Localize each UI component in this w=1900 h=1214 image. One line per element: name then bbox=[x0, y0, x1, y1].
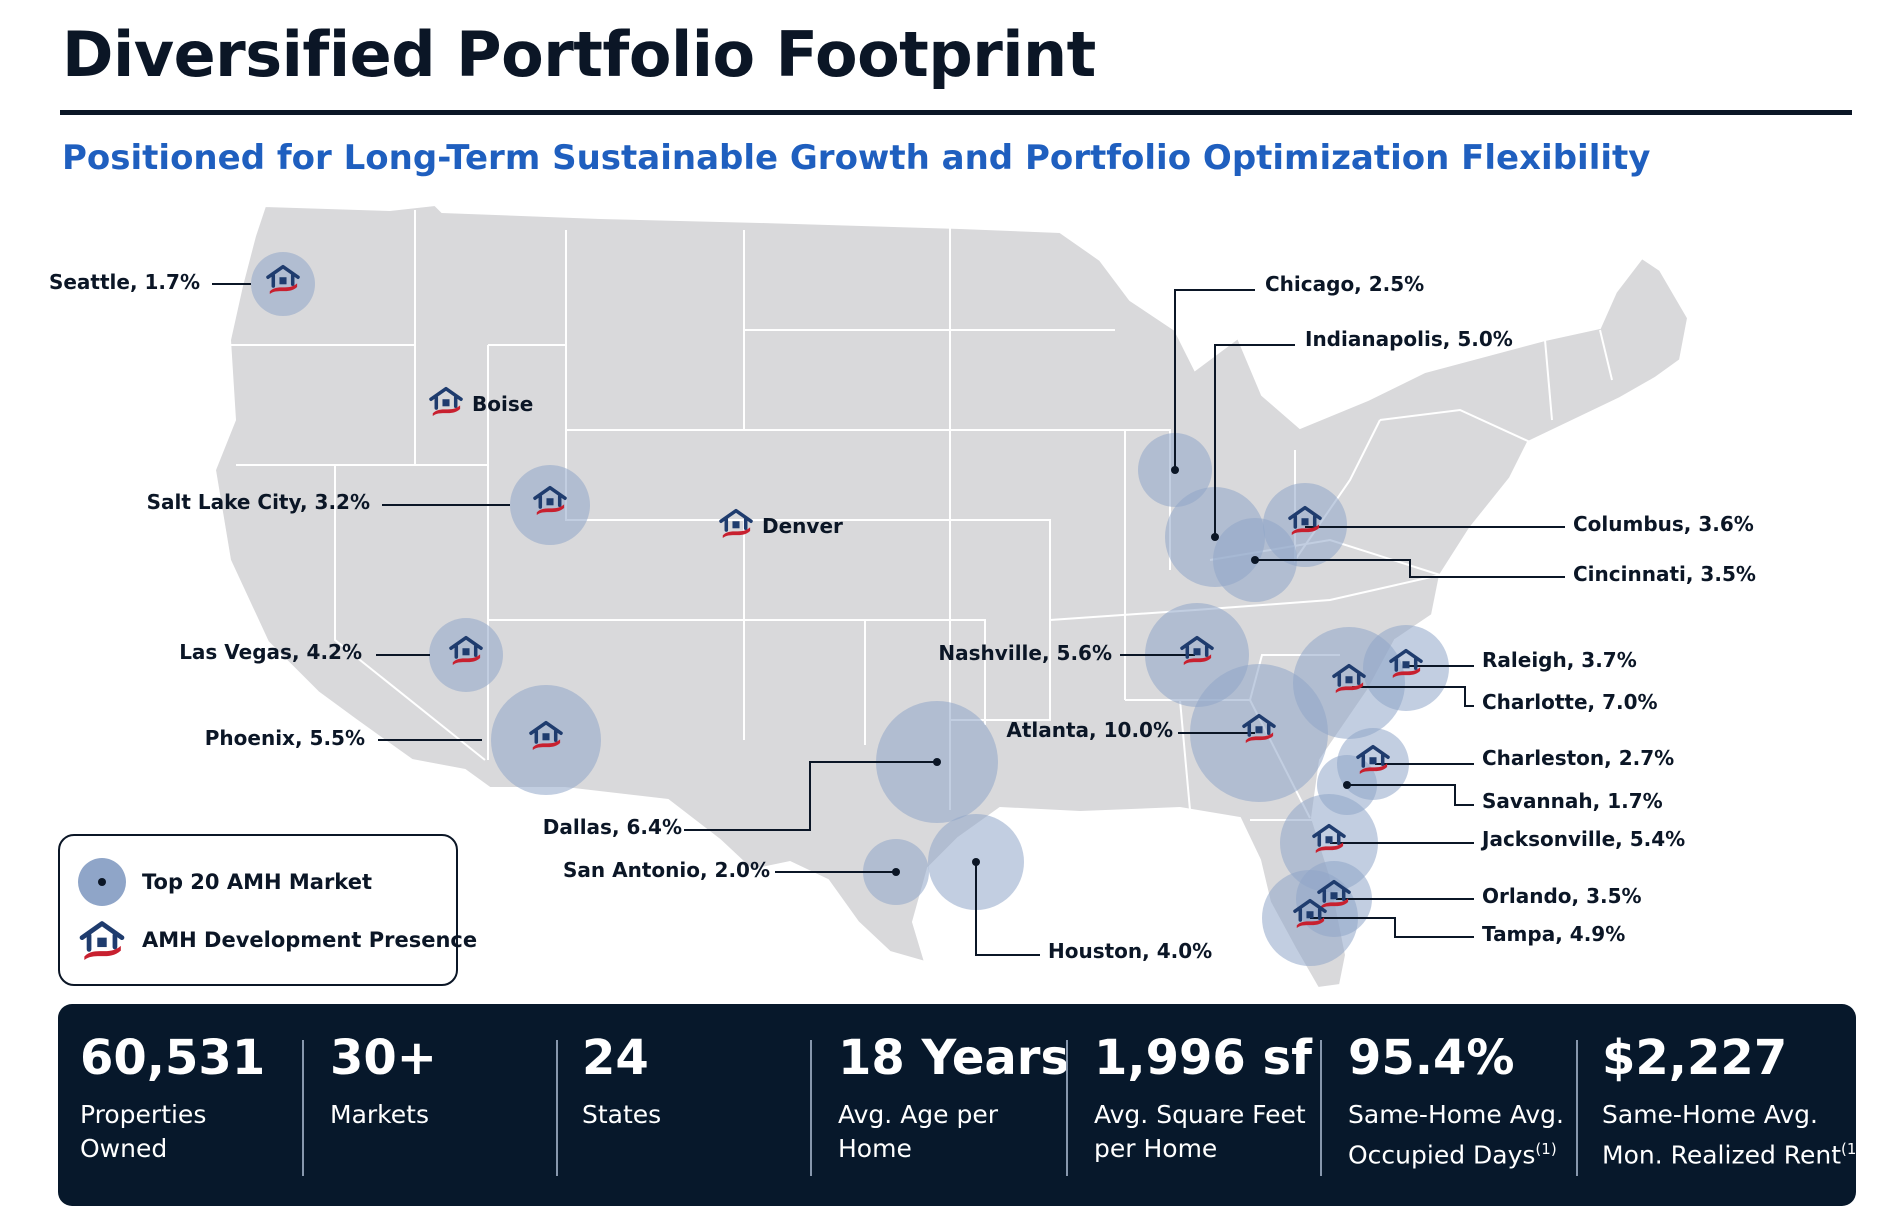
stat-label: Occupied Days bbox=[1348, 1140, 1536, 1170]
stat-square-feet: 1,996 sf Avg. Square Feet per Home bbox=[1094, 1030, 1312, 1166]
house-icon bbox=[78, 920, 126, 960]
market-dot-savannah bbox=[1343, 781, 1351, 789]
stat-value: $2,227 bbox=[1602, 1030, 1788, 1086]
stat-divider bbox=[1576, 1040, 1578, 1176]
legend-development: AMH Development Presence bbox=[78, 920, 477, 960]
market-label-jacksonville: Jacksonville, 5.4% bbox=[1480, 827, 1685, 851]
stat-divider bbox=[1066, 1040, 1068, 1176]
leader-line-cincinnati bbox=[1255, 559, 1565, 578]
market-label-phoenix: Phoenix, 5.5% bbox=[205, 726, 365, 750]
stat-avg-age: 18 Years Avg. Age per Home bbox=[838, 1030, 1069, 1166]
market-label-charlotte: Charlotte, 7.0% bbox=[1482, 690, 1658, 714]
market-label-dallas: Dallas, 6.4% bbox=[543, 815, 682, 839]
market-label-san-antonio: San Antonio, 2.0% bbox=[563, 858, 770, 882]
market-label-orlando: Orlando, 3.5% bbox=[1482, 884, 1642, 908]
legend-market: Top 20 AMH Market bbox=[78, 858, 372, 906]
footnote-marker: (1) bbox=[1841, 1140, 1863, 1158]
market-label-houston: Houston, 4.0% bbox=[1048, 939, 1212, 963]
map-legend: Top 20 AMH Market AMH Development Presen… bbox=[58, 834, 477, 986]
page-subtitle: Positioned for Long-Term Sustainable Gro… bbox=[62, 138, 1651, 178]
us-map: Seattle, 1.7% Salt Lake City, 3.2% Las Veg… bbox=[49, 203, 1756, 990]
footnote-marker: (1) bbox=[1535, 1140, 1557, 1158]
leader-line-houston bbox=[975, 862, 1040, 956]
market-label-cincinnati: Cincinnati, 3.5% bbox=[1573, 562, 1756, 586]
stat-label: Same-Home Avg. bbox=[1348, 1100, 1564, 1129]
stat-value: 60,531 bbox=[80, 1030, 266, 1086]
stat-label: Avg. Square Feet bbox=[1094, 1100, 1306, 1129]
stat-realized-rent: $2,227 Same-Home Avg. Mon. Realized Rent(… bbox=[1602, 1030, 1862, 1172]
market-bubble-icon bbox=[78, 858, 126, 906]
leader-line-chicago bbox=[1174, 289, 1255, 470]
market-label-chicago: Chicago, 2.5% bbox=[1265, 272, 1424, 296]
stat-label: Avg. Age per bbox=[838, 1100, 999, 1129]
stat-properties: 60,531 Properties Owned bbox=[80, 1030, 265, 1166]
leader-line-indianapolis bbox=[1214, 344, 1295, 537]
legend-market-label: Top 20 AMH Market bbox=[142, 870, 372, 894]
market-label-seattle: Seattle, 1.7% bbox=[49, 270, 200, 294]
market-dot-dallas bbox=[933, 758, 941, 766]
market-label-salt-lake-city: Salt Lake City, 3.2% bbox=[147, 490, 370, 514]
stat-value: 24 bbox=[582, 1030, 649, 1086]
title-divider bbox=[60, 110, 1852, 115]
stat-label: Same-Home Avg. bbox=[1602, 1100, 1818, 1129]
stat-label: States bbox=[582, 1100, 662, 1129]
page-title: Diversified Portfolio Footprint bbox=[62, 18, 1096, 91]
leader-line-tampa bbox=[1310, 917, 1474, 938]
stat-label: per Home bbox=[1094, 1134, 1218, 1163]
market-label-raleigh: Raleigh, 3.7% bbox=[1482, 648, 1637, 672]
market-dot-chicago bbox=[1171, 466, 1179, 474]
stat-value: 95.4% bbox=[1348, 1030, 1515, 1086]
market-dot-houston bbox=[972, 858, 980, 866]
stat-states: 24 States bbox=[582, 1030, 661, 1132]
legend-development-label: AMH Development Presence bbox=[142, 928, 478, 952]
market-label-indianapolis: Indianapolis, 5.0% bbox=[1305, 327, 1513, 351]
stat-divider bbox=[302, 1040, 304, 1176]
leader-line-charlotte bbox=[1352, 686, 1474, 707]
market-label-tampa: Tampa, 4.9% bbox=[1482, 922, 1625, 946]
stat-label: Markets bbox=[330, 1100, 429, 1129]
stat-divider bbox=[556, 1040, 558, 1176]
market-dot-cincinnati bbox=[1251, 556, 1259, 564]
stat-markets: 30+ Markets bbox=[330, 1030, 437, 1132]
stat-label: Home bbox=[838, 1134, 912, 1163]
stat-divider bbox=[1320, 1040, 1322, 1176]
market-label-charleston: Charleston, 2.7% bbox=[1482, 746, 1674, 770]
market-label-las-vegas: Las Vegas, 4.2% bbox=[179, 640, 362, 664]
market-label-savannah: Savannah, 1.7% bbox=[1482, 789, 1663, 813]
stat-label: Owned bbox=[80, 1134, 168, 1163]
stat-value: 1,996 sf bbox=[1094, 1030, 1312, 1086]
stat-value: 30+ bbox=[330, 1030, 438, 1086]
leader-line-savannah bbox=[1347, 784, 1474, 806]
market-label-columbus: Columbus, 3.6% bbox=[1573, 512, 1754, 536]
development-label-boise: Boise bbox=[472, 392, 533, 416]
stat-label: Properties bbox=[80, 1100, 207, 1129]
leader-line-dallas bbox=[684, 761, 937, 831]
market-dot-san-antonio bbox=[892, 868, 900, 876]
stat-occupied-days: 95.4% Same-Home Avg. Occupied Days(1) bbox=[1348, 1030, 1564, 1172]
market-label-nashville: Nashville, 5.6% bbox=[938, 641, 1112, 665]
stat-label: Mon. Realized Rent bbox=[1602, 1140, 1842, 1170]
stat-divider bbox=[810, 1040, 812, 1176]
stat-value: 18 Years bbox=[838, 1030, 1070, 1086]
market-label-atlanta: Atlanta, 10.0% bbox=[1006, 718, 1173, 742]
stats-bar: 60,531 Properties Owned 30+ Markets 24 St… bbox=[58, 1004, 1862, 1206]
market-dot-indianapolis bbox=[1211, 533, 1219, 541]
development-label-denver: Denver bbox=[762, 514, 843, 538]
